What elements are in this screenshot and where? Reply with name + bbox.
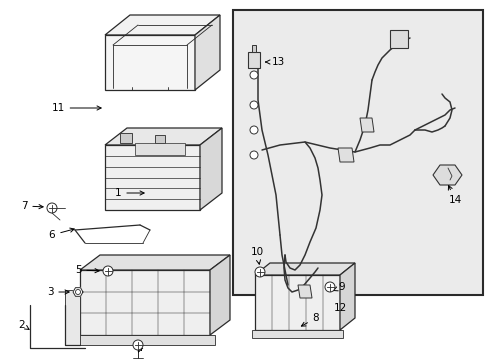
Polygon shape: [251, 45, 256, 52]
Polygon shape: [297, 285, 311, 298]
Circle shape: [249, 101, 258, 109]
Polygon shape: [337, 148, 353, 162]
Circle shape: [325, 282, 334, 292]
Text: 13: 13: [265, 57, 284, 67]
Polygon shape: [254, 275, 339, 330]
Text: 10: 10: [250, 247, 263, 264]
Polygon shape: [389, 30, 407, 48]
Polygon shape: [65, 290, 80, 345]
FancyBboxPatch shape: [232, 10, 482, 295]
Polygon shape: [339, 263, 354, 330]
Polygon shape: [209, 255, 229, 335]
Text: 1: 1: [115, 188, 144, 198]
Polygon shape: [105, 145, 200, 210]
Polygon shape: [135, 143, 184, 155]
Polygon shape: [432, 165, 461, 185]
Polygon shape: [80, 270, 209, 335]
Polygon shape: [251, 330, 342, 338]
Text: 4: 4: [137, 343, 143, 353]
Text: 6: 6: [49, 228, 74, 240]
Circle shape: [254, 267, 264, 277]
Polygon shape: [105, 35, 195, 90]
Text: 2: 2: [19, 320, 29, 330]
Circle shape: [103, 266, 113, 276]
Polygon shape: [75, 335, 215, 345]
Polygon shape: [80, 255, 229, 270]
Text: 3: 3: [46, 287, 69, 297]
Polygon shape: [200, 128, 222, 210]
Text: 8: 8: [301, 313, 319, 326]
Circle shape: [133, 340, 142, 350]
Text: 12: 12: [333, 303, 346, 313]
Polygon shape: [73, 288, 83, 296]
Circle shape: [249, 71, 258, 79]
Polygon shape: [247, 52, 260, 68]
Polygon shape: [254, 263, 354, 275]
Polygon shape: [195, 15, 220, 90]
Circle shape: [249, 151, 258, 159]
Circle shape: [249, 126, 258, 134]
Polygon shape: [105, 128, 222, 145]
Circle shape: [47, 203, 57, 213]
Polygon shape: [105, 15, 220, 35]
Polygon shape: [155, 135, 164, 143]
Polygon shape: [120, 133, 132, 143]
Text: 5: 5: [75, 265, 99, 275]
Text: 11: 11: [51, 103, 101, 113]
Polygon shape: [359, 118, 373, 132]
Text: 7: 7: [20, 201, 43, 211]
Text: 14: 14: [447, 185, 461, 205]
Text: 9: 9: [332, 282, 345, 292]
